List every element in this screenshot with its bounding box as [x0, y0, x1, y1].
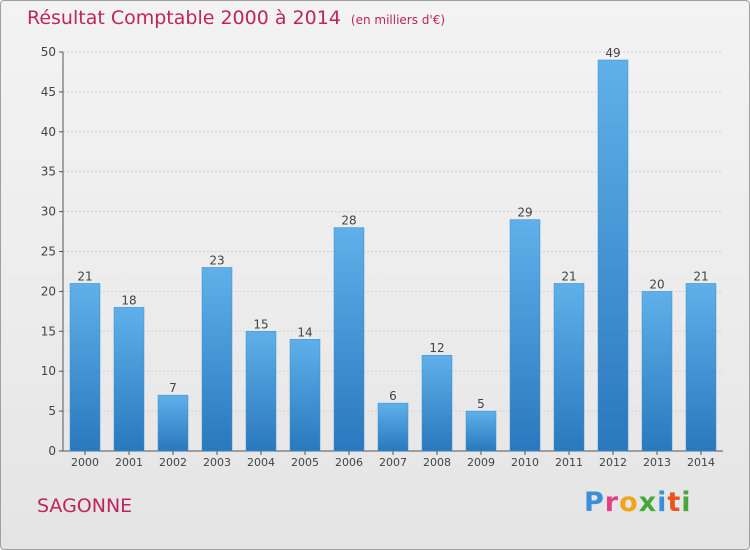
bar-2003	[201, 267, 233, 452]
data-label: 49	[605, 46, 620, 60]
logo-letter: i	[657, 487, 668, 518]
y-tick-label: 5	[48, 404, 56, 418]
bar-2011	[553, 283, 585, 452]
x-tick-label: 2003	[203, 456, 231, 469]
y-tick-label: 40	[41, 125, 56, 139]
bar-2000	[69, 283, 101, 452]
x-tick-label: 2011	[555, 456, 583, 469]
data-label: 23	[209, 253, 224, 267]
x-tick-label: 2001	[115, 456, 143, 469]
bar-2002	[157, 394, 189, 452]
bar-2006	[333, 227, 365, 452]
bar-2013	[641, 291, 673, 452]
chart-title: Résultat Comptable 2000 à 2014 (en millie…	[27, 7, 445, 29]
title-text: Résultat Comptable 2000 à 2014	[27, 7, 341, 29]
data-label: 21	[77, 269, 92, 283]
x-tick-label: 2013	[643, 456, 671, 469]
y-tick-label: 30	[41, 205, 56, 219]
data-label: 20	[649, 277, 664, 291]
data-label: 7	[169, 381, 177, 395]
place-name: SAGONNE	[37, 495, 133, 517]
data-label: 21	[561, 269, 576, 283]
y-tick-label: 15	[41, 324, 56, 338]
x-tick-label: 2007	[379, 456, 407, 469]
chart-subtitle: (en milliers d'€)	[350, 13, 446, 27]
axes: 0 5 10 15 20 25 30 35 40 45 50 2000 2001 2002 2003 2004…	[41, 45, 723, 469]
data-label: 18	[121, 293, 136, 307]
bar-2001	[113, 307, 145, 452]
logo-letter: x	[638, 487, 658, 518]
x-tick-label: 2002	[159, 456, 187, 469]
data-label: 15	[253, 317, 268, 331]
data-label: 5	[477, 397, 485, 411]
x-tick-label: 2014	[687, 456, 715, 469]
bar-2009	[465, 410, 497, 452]
data-label: 29	[517, 206, 532, 220]
x-tick-label: 2008	[423, 456, 451, 469]
data-label: 6	[389, 389, 397, 403]
data-label: 21	[693, 269, 708, 283]
x-tick-label: 2000	[71, 456, 99, 469]
bar-2008	[421, 354, 453, 452]
y-tick-label: 0	[48, 444, 56, 458]
bar-2007	[377, 402, 409, 452]
bar-2014	[685, 283, 717, 452]
y-tick-label: 45	[41, 85, 56, 99]
y-tick-label: 10	[41, 364, 56, 378]
bar-2005	[289, 339, 321, 452]
logo-letter: P	[584, 487, 605, 518]
bars: 21 18 7 23 15 14 28 6 12 5 29 21 49 20 21	[69, 46, 717, 452]
x-tick-label: 2005	[291, 456, 319, 469]
x-tick-label: 2009	[467, 456, 495, 469]
logo-letter: r	[604, 487, 620, 518]
x-tick-label: 2010	[511, 456, 539, 469]
data-label: 12	[429, 341, 444, 355]
proxiti-logo: Proxiti	[584, 487, 692, 518]
data-label: 28	[341, 214, 356, 228]
bar-2004	[245, 331, 277, 452]
y-tick-label: 50	[41, 45, 56, 59]
x-tick-label: 2006	[335, 456, 363, 469]
x-tick-label: 2012	[599, 456, 627, 469]
x-tick-label: 2004	[247, 456, 275, 469]
logo-letter: t	[667, 487, 682, 518]
logo-letter: o	[619, 487, 639, 518]
bar-2012	[597, 59, 629, 452]
logo-letter: i	[681, 487, 692, 518]
y-tick-label: 35	[41, 165, 56, 179]
y-tick-label: 25	[41, 245, 56, 259]
data-label: 14	[297, 325, 312, 339]
bar-2010	[509, 219, 541, 452]
y-tick-label: 20	[41, 284, 56, 298]
